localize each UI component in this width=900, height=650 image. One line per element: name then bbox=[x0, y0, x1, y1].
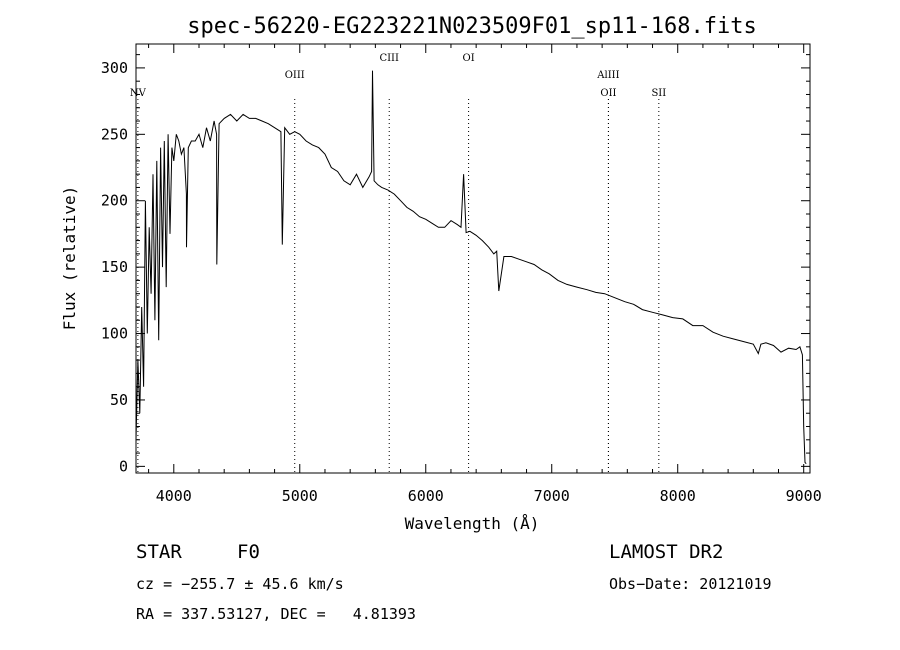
survey-name: LAMOST DR2 bbox=[609, 541, 724, 563]
line-label-sii: SII bbox=[651, 88, 666, 99]
y-tick-label: 150 bbox=[101, 258, 128, 276]
y-axis: 0 50 100 150 200 250 300 bbox=[101, 54, 810, 475]
line-label-oiii: OIII bbox=[285, 70, 305, 81]
y-tick-label: 200 bbox=[101, 192, 128, 210]
y-tick-label: 300 bbox=[101, 59, 128, 77]
line-label-ciii: CIII bbox=[379, 53, 399, 64]
plot-frame bbox=[135, 43, 811, 474]
y-tick-label: 250 bbox=[101, 125, 128, 143]
coordinates: RA = 337.53127, DEC = 4.81393 bbox=[136, 605, 416, 623]
spectrum-line-0 bbox=[135, 70, 807, 465]
x-axis-label: Wavelength (Å) bbox=[405, 514, 540, 533]
x-tick-label: 9000 bbox=[786, 487, 822, 505]
y-tick-label: 0 bbox=[119, 457, 128, 475]
object-type: STAR bbox=[136, 541, 182, 563]
x-tick-label: 8000 bbox=[660, 487, 696, 505]
chart-title: spec-56220-EG223221N023509F01_sp11-168.f… bbox=[187, 14, 757, 39]
y-axis-label: Flux (relative) bbox=[60, 186, 79, 331]
y-tick-label: 100 bbox=[101, 325, 128, 343]
x-axis: 4000 5000 6000 7000 8000 9000 bbox=[148, 44, 822, 505]
line-label-aliii: AlIII bbox=[596, 70, 619, 81]
redshift-velocity: cz = −255.7 ± 45.6 km/s bbox=[136, 575, 344, 593]
x-tick-label: 7000 bbox=[534, 487, 570, 505]
spectral-line-labels: NV OIII CIII OI AlIII OII SII bbox=[130, 53, 666, 99]
y-tick-label: 50 bbox=[110, 391, 128, 409]
x-tick-label: 4000 bbox=[156, 487, 192, 505]
line-label-oii: OII bbox=[600, 88, 616, 99]
line-label-nv: NV bbox=[130, 88, 147, 99]
spectral-subclass: F0 bbox=[237, 541, 260, 563]
x-tick-label: 6000 bbox=[408, 487, 444, 505]
x-tick-label: 5000 bbox=[282, 487, 318, 505]
line-label-oi: OI bbox=[463, 53, 475, 64]
spectrum-series bbox=[135, 70, 807, 465]
observation-date: Obs−Date: 20121019 bbox=[609, 575, 772, 593]
spectral-line-markers bbox=[137, 99, 660, 473]
